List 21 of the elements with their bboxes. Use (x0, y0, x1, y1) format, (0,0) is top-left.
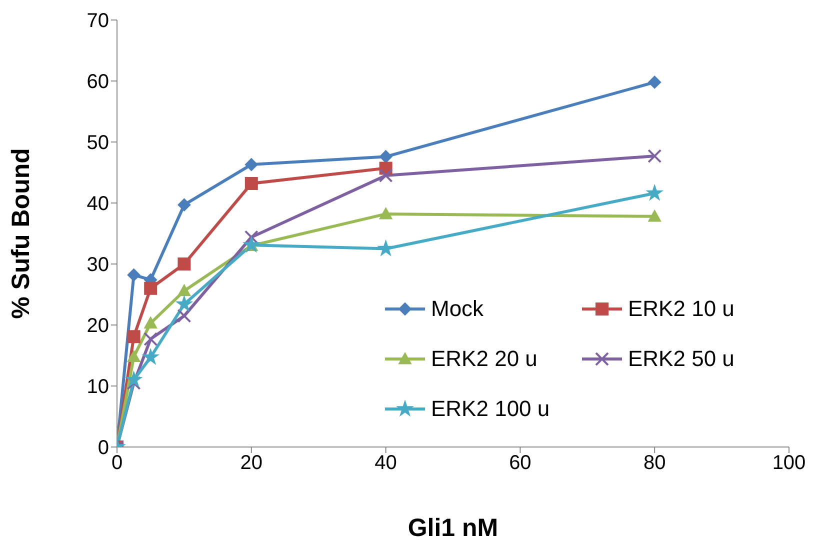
y-tick-label: 20 (86, 315, 109, 338)
x-tick-label: 0 (111, 452, 123, 474)
y-axis-title: % Sufu Bound (6, 148, 35, 319)
y-tick-label: 0 (98, 437, 109, 460)
y-tick-label: 50 (86, 132, 109, 154)
legend-label: ERK2 10 u (628, 296, 734, 322)
y-tick-label: 10 (86, 376, 109, 398)
y-tick-label: 30 (86, 254, 109, 276)
y-tick-label: 60 (86, 71, 109, 94)
x-tick-label: 100 (772, 452, 806, 474)
legend-label: ERK2 20 u (431, 346, 538, 372)
legend-label: ERK2 50 u (628, 346, 734, 372)
y-tick-label: 40 (86, 193, 109, 216)
x-tick-label: 20 (240, 452, 263, 474)
legend-label: Mock (431, 296, 484, 322)
y-tick-label: 70 (86, 10, 109, 32)
x-axis-title: Gli1 nM (408, 514, 498, 542)
legend-label: ERK2 100 u (431, 396, 550, 422)
x-tick-label: 40 (374, 452, 397, 474)
x-tick-label: 80 (643, 452, 666, 474)
x-tick-label: 60 (509, 452, 532, 474)
